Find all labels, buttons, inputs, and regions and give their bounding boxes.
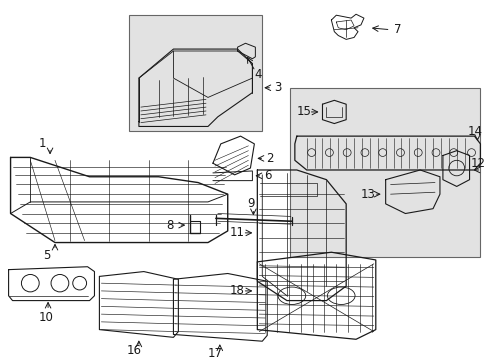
Text: 8: 8 xyxy=(166,219,174,231)
Bar xyxy=(129,15,262,131)
Text: 11: 11 xyxy=(229,226,244,239)
Text: 3: 3 xyxy=(274,81,281,94)
Text: 4: 4 xyxy=(254,68,262,81)
Text: 2: 2 xyxy=(265,152,273,165)
Text: 16: 16 xyxy=(127,345,142,357)
Text: 13: 13 xyxy=(360,188,375,201)
Text: 17: 17 xyxy=(207,347,223,360)
Text: 14: 14 xyxy=(467,125,482,138)
Text: 5: 5 xyxy=(43,249,50,262)
Text: 6: 6 xyxy=(264,169,271,182)
Text: 12: 12 xyxy=(469,157,485,170)
Text: 9: 9 xyxy=(247,197,254,210)
Text: 7: 7 xyxy=(393,23,400,36)
Text: 10: 10 xyxy=(38,311,53,324)
Bar xyxy=(289,88,479,257)
Text: 1: 1 xyxy=(38,138,45,150)
Text: 18: 18 xyxy=(229,284,244,297)
Text: 15: 15 xyxy=(296,105,311,118)
